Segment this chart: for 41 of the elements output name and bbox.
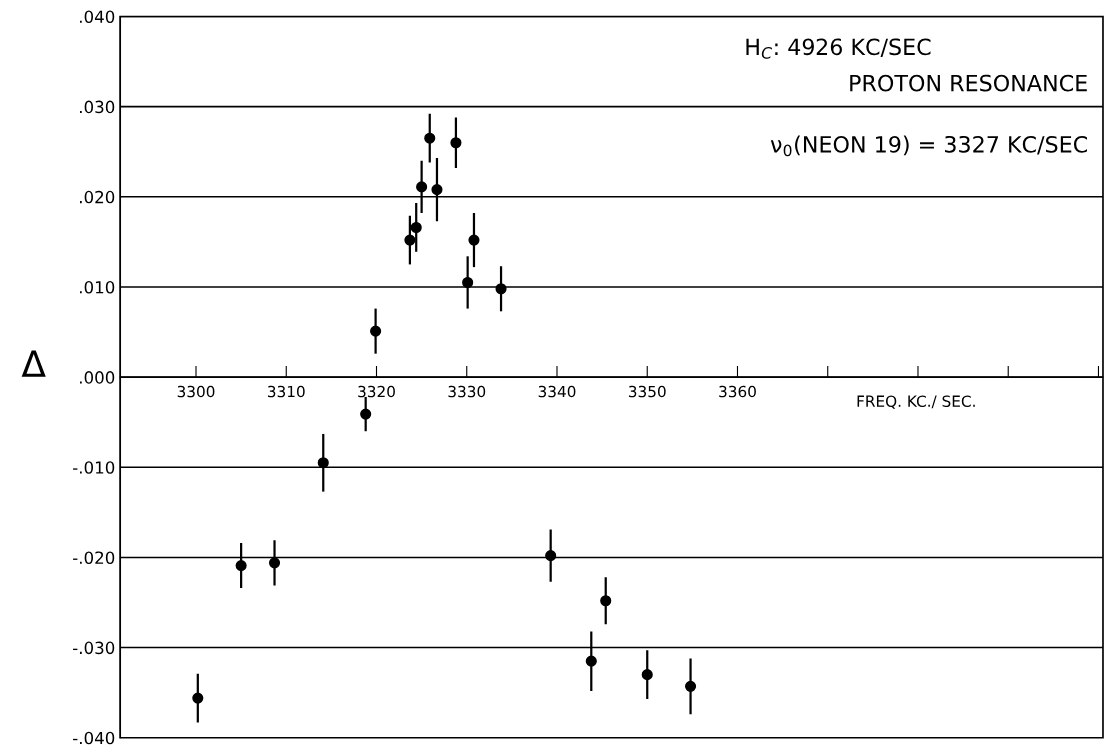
x-tick-label: 3300 <box>177 385 215 398</box>
point <box>685 680 697 692</box>
point <box>462 276 474 289</box>
point <box>468 234 480 246</box>
point <box>431 184 443 196</box>
annotation: H$_{C}$: 4926 KC/SEC <box>746 38 931 59</box>
x-axis-title: FREQ. KC./ SEC. <box>857 395 975 409</box>
point <box>424 132 436 144</box>
point <box>235 560 247 572</box>
y-tick-label: -.030 <box>73 641 115 655</box>
y-tick-label: .000 <box>80 371 115 384</box>
point <box>495 283 507 295</box>
y-tick-label: .040 <box>80 10 115 24</box>
point <box>192 692 204 704</box>
y-tick-label: .010 <box>80 280 115 294</box>
point <box>641 669 653 681</box>
point <box>317 457 329 469</box>
point <box>404 234 416 246</box>
y-tick-label: -.010 <box>73 461 115 474</box>
annotation: ν$_{0}$(NEON 19) = 3327 KC/SEC <box>770 135 1088 157</box>
point <box>410 221 422 234</box>
x-tick-label: 3310 <box>267 385 305 398</box>
point <box>585 655 597 667</box>
x-tick-label: 3350 <box>628 385 666 398</box>
point <box>545 550 557 562</box>
y-tick-label: -.020 <box>73 551 115 565</box>
point <box>268 557 281 569</box>
point <box>370 325 382 337</box>
x-tick-label: 3320 <box>358 385 395 398</box>
point <box>450 137 462 149</box>
point <box>600 595 612 607</box>
x-tick-label: 3340 <box>538 385 576 398</box>
y-axis-title: Δ <box>21 350 46 377</box>
y-tick-label: -.040 <box>73 731 115 745</box>
y-tick-label: .020 <box>80 190 115 204</box>
annotation: PROTON RESONANCE <box>850 74 1087 92</box>
y-tick-label: .030 <box>80 100 115 114</box>
x-tick-label: 3360 <box>719 385 756 398</box>
point <box>360 408 372 420</box>
point <box>416 181 428 193</box>
x-tick-label: 3330 <box>448 385 486 398</box>
